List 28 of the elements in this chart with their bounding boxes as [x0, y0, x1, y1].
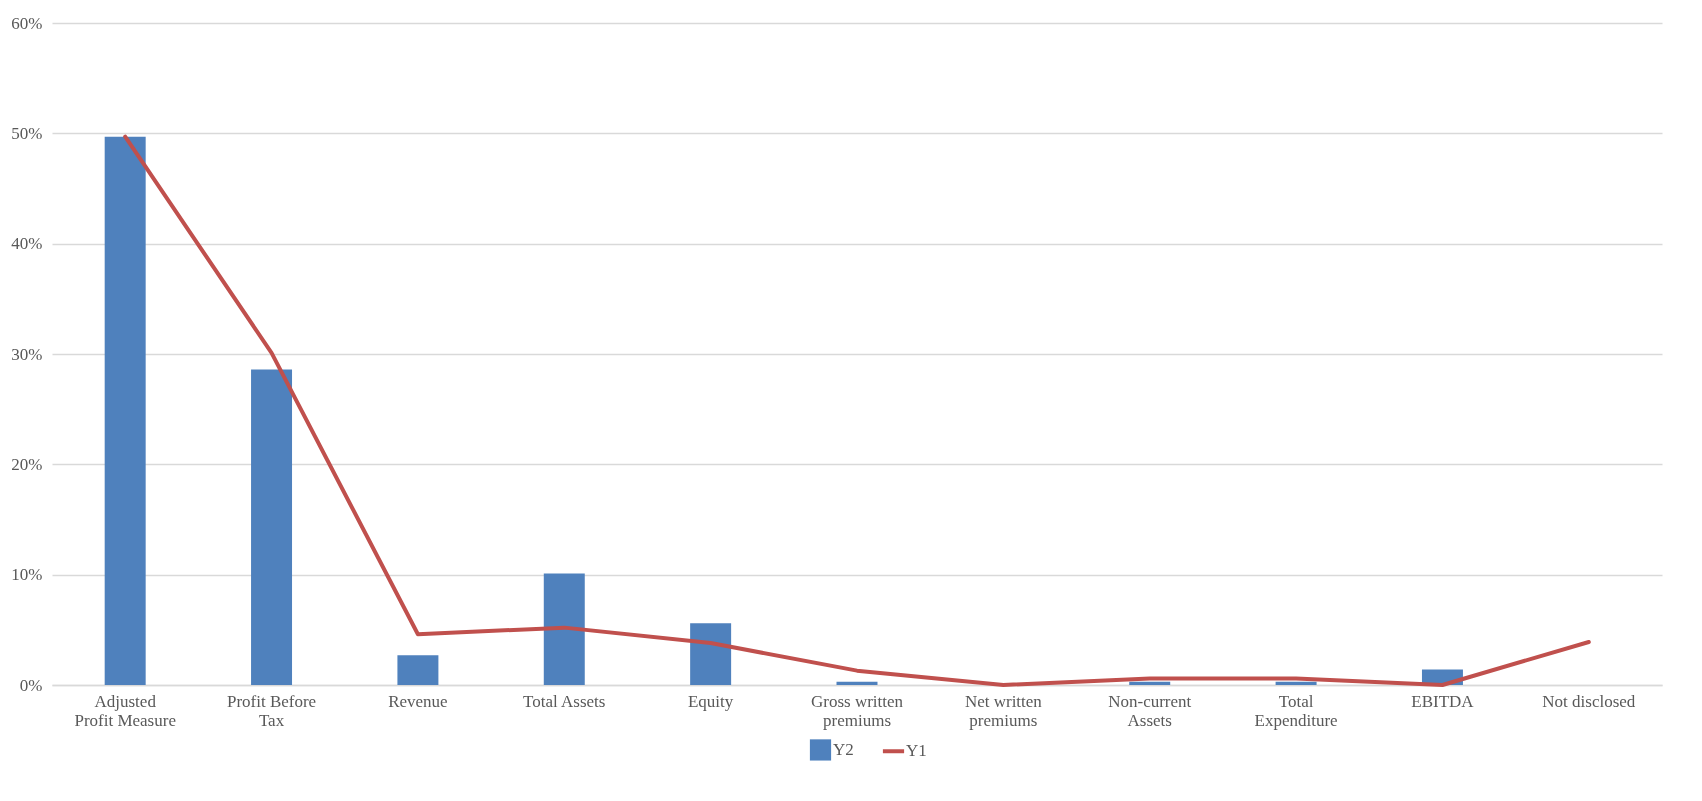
- bar: [1275, 681, 1317, 685]
- y-tick-label: 40%: [11, 234, 43, 254]
- x-tick-label: Net written premiums: [964, 691, 1043, 730]
- x-tick-label: Not disclosed: [1542, 691, 1636, 711]
- y-tick-label: 60%: [11, 13, 43, 33]
- x-tick-label: Revenue: [388, 691, 448, 711]
- x-tick-label: Total Expenditure: [1254, 691, 1338, 730]
- y-tick-label: 10%: [11, 565, 43, 585]
- bar: [251, 369, 293, 685]
- x-tick-label: Adjusted Profit Measure: [74, 691, 176, 730]
- x-tick-label: Equity: [687, 691, 734, 711]
- legend-label: Y2: [833, 739, 854, 759]
- x-tick-label: EBITDA: [1411, 691, 1475, 711]
- bar: [690, 623, 732, 685]
- bar: [1129, 681, 1171, 685]
- y-tick-label: 30%: [11, 344, 43, 364]
- y-tick-label: 50%: [11, 123, 43, 143]
- line-series: [123, 134, 1591, 687]
- x-tick-label: Total Assets: [523, 691, 606, 711]
- x-tick-label: Profit Before Tax: [226, 691, 317, 730]
- x-tick-label: Gross written premiums: [810, 691, 904, 730]
- y-tick-label: 0%: [19, 675, 43, 695]
- legend-label: Y1: [906, 741, 927, 761]
- bar: [397, 655, 439, 685]
- y-tick-label: 20%: [11, 454, 43, 474]
- x-tick-label: Non-current Assets: [1108, 691, 1192, 730]
- bar: [104, 136, 146, 685]
- bar: [543, 573, 585, 685]
